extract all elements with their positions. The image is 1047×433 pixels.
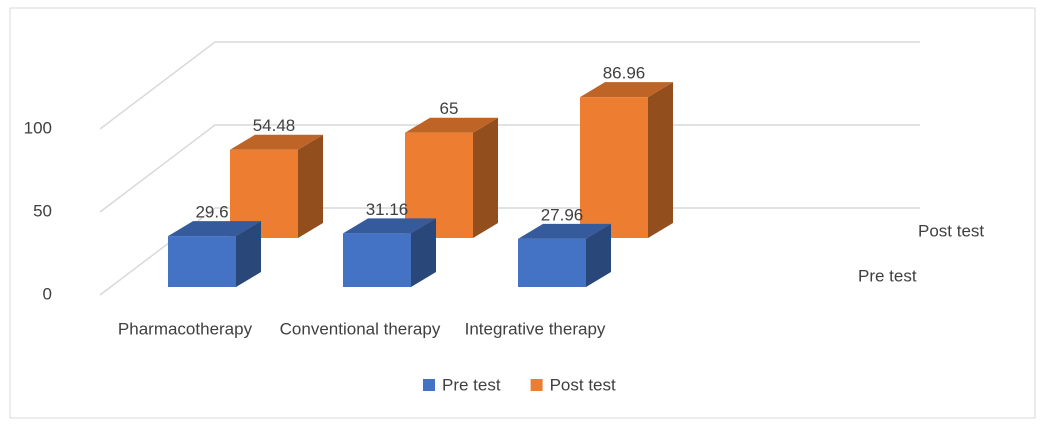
x-tick-label: Pharmacotherapy (118, 319, 253, 338)
data-label: 54.48 (253, 116, 296, 135)
bar-top (168, 221, 261, 237)
bar-front (168, 236, 236, 287)
bar-front (343, 233, 411, 287)
depth-axis-label: Pre test (858, 266, 917, 285)
x-tick-label: Integrative therapy (465, 319, 606, 338)
bar-front (518, 238, 586, 287)
legend-label: Post test (550, 375, 616, 394)
bar-side (473, 117, 498, 238)
y-tick-label: 50 (33, 201, 52, 220)
y-tick-label: 100 (24, 118, 52, 137)
y-tick-label: 0 (43, 284, 52, 303)
bar-top (518, 223, 611, 239)
data-label: 86.96 (603, 64, 646, 83)
depth-axis-label: Post test (918, 221, 984, 240)
chart-frame (9, 7, 1036, 419)
legend-swatch (423, 379, 435, 391)
bar (580, 82, 673, 238)
bar (518, 223, 611, 287)
grid-line (99, 207, 920, 296)
bar-top (230, 134, 323, 150)
data-label: 65 (440, 99, 459, 118)
x-tick-label: Conventional therapy (280, 319, 441, 338)
bar-top (343, 218, 436, 234)
legend-swatch (530, 379, 543, 391)
grid-line (99, 41, 920, 130)
legend-label: Pre test (442, 375, 501, 394)
data-label: 27.96 (541, 205, 584, 224)
bar-side (648, 82, 673, 238)
bar-side (586, 223, 611, 287)
grid-line (99, 124, 920, 213)
data-label: 29.6 (195, 203, 228, 222)
bar-top (405, 117, 498, 133)
bar (168, 221, 261, 287)
bar (230, 134, 323, 238)
bar-front (580, 97, 648, 238)
bar-side (298, 134, 323, 238)
data-label: 31.16 (366, 200, 409, 219)
bar-side (411, 218, 436, 287)
bar (343, 218, 436, 287)
bar-top (580, 82, 673, 98)
bar-side (236, 221, 261, 287)
